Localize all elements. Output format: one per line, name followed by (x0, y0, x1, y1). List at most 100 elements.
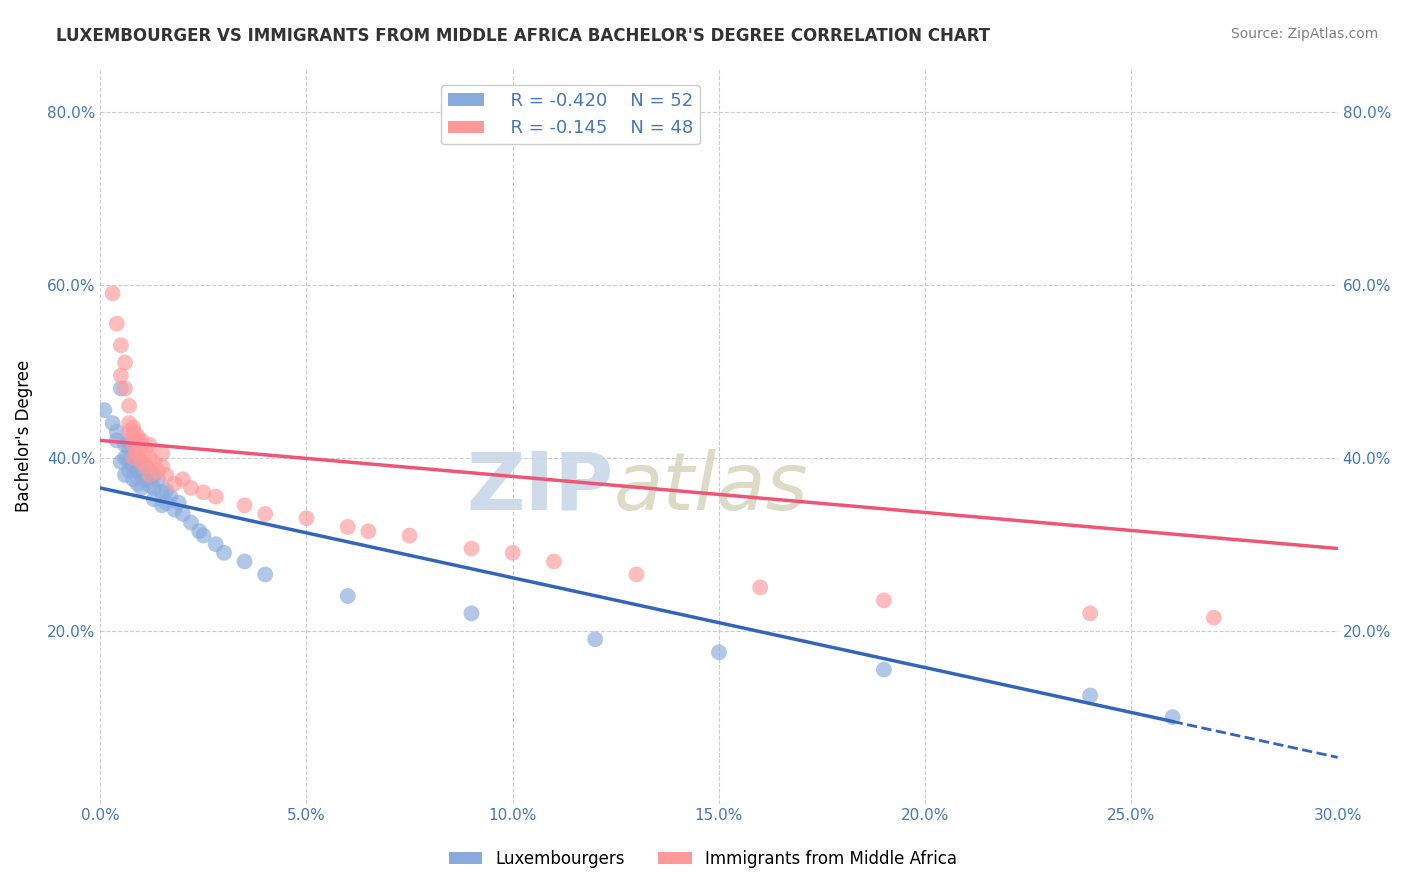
Point (142, 455, 165, 469)
Point (131, 455, 153, 469)
Point (110, 455, 132, 469)
Point (118, 399, 141, 413)
Point (101, 286, 124, 301)
Point (357, 524, 380, 539)
Point (1202, 610, 1225, 624)
Point (150, 459, 173, 474)
Point (122, 438, 145, 452)
Point (172, 472, 194, 486)
Point (122, 450, 145, 465)
Point (122, 420, 145, 434)
Point (155, 496, 177, 510)
Point (336, 589, 359, 603)
Point (180, 481, 202, 495)
Point (118, 442, 141, 456)
Point (626, 567, 648, 582)
Point (105, 425, 128, 439)
Point (142, 492, 165, 507)
Point (336, 520, 359, 534)
Point (139, 467, 162, 482)
Point (139, 464, 162, 478)
Text: atlas: atlas (614, 449, 808, 526)
Point (127, 429, 149, 443)
Point (135, 442, 157, 456)
Point (122, 459, 145, 474)
Point (122, 425, 145, 439)
Point (110, 338, 132, 352)
Point (460, 607, 482, 621)
Point (114, 355, 136, 369)
Point (502, 546, 524, 560)
Point (105, 434, 128, 448)
Point (127, 434, 149, 448)
Point (146, 472, 169, 486)
Point (749, 581, 772, 595)
Point (118, 425, 141, 439)
Point (110, 368, 132, 383)
Point (118, 416, 141, 430)
Point (204, 490, 226, 504)
Point (93, 403, 115, 417)
Point (150, 446, 173, 460)
Point (707, 645, 730, 659)
Point (212, 546, 235, 560)
Point (105, 317, 128, 331)
Point (127, 464, 149, 478)
Point (131, 438, 153, 452)
Point (122, 446, 145, 460)
Y-axis label: Bachelor's Degree: Bachelor's Degree (15, 360, 32, 512)
Point (127, 450, 149, 465)
Point (114, 438, 136, 452)
Text: ZIP: ZIP (467, 449, 614, 526)
Point (193, 528, 215, 542)
Point (1078, 689, 1101, 703)
Point (873, 593, 896, 607)
Point (155, 467, 177, 482)
Point (188, 524, 211, 539)
Point (131, 467, 153, 482)
Point (131, 481, 153, 495)
Legend: Luxembourgers, Immigrants from Middle Africa: Luxembourgers, Immigrants from Middle Af… (443, 844, 963, 875)
Point (150, 498, 173, 512)
Point (193, 485, 215, 500)
Point (172, 507, 194, 521)
Point (118, 434, 141, 448)
Point (135, 459, 157, 474)
Point (127, 446, 149, 460)
Point (142, 481, 165, 495)
Point (139, 450, 162, 465)
Point (295, 511, 318, 525)
Point (155, 483, 177, 498)
Point (135, 459, 157, 474)
Point (583, 632, 606, 647)
Point (233, 554, 256, 568)
Point (139, 478, 162, 492)
Point (122, 472, 145, 486)
Point (101, 416, 124, 430)
Legend:   R = -0.420    N = 52,   R = -0.145    N = 48: R = -0.420 N = 52, R = -0.145 N = 48 (441, 85, 700, 145)
Point (1161, 710, 1184, 724)
Point (254, 567, 277, 582)
Point (873, 663, 896, 677)
Point (167, 496, 190, 510)
Point (398, 528, 420, 542)
Point (114, 382, 136, 396)
Point (110, 382, 132, 396)
Point (142, 467, 165, 482)
Point (254, 507, 277, 521)
Point (114, 467, 136, 482)
Point (131, 455, 153, 469)
Point (146, 464, 169, 478)
Point (114, 450, 136, 465)
Point (131, 434, 153, 448)
Point (135, 472, 157, 486)
Text: Source: ZipAtlas.com: Source: ZipAtlas.com (1230, 27, 1378, 41)
Point (1078, 607, 1101, 621)
Point (460, 541, 482, 556)
Point (163, 476, 186, 491)
Point (127, 476, 149, 491)
Point (118, 464, 141, 478)
Point (233, 498, 256, 512)
Point (180, 516, 202, 530)
Text: LUXEMBOURGER VS IMMIGRANTS FROM MIDDLE AFRICA BACHELOR'S DEGREE CORRELATION CHAR: LUXEMBOURGER VS IMMIGRANTS FROM MIDDLE A… (56, 27, 990, 45)
